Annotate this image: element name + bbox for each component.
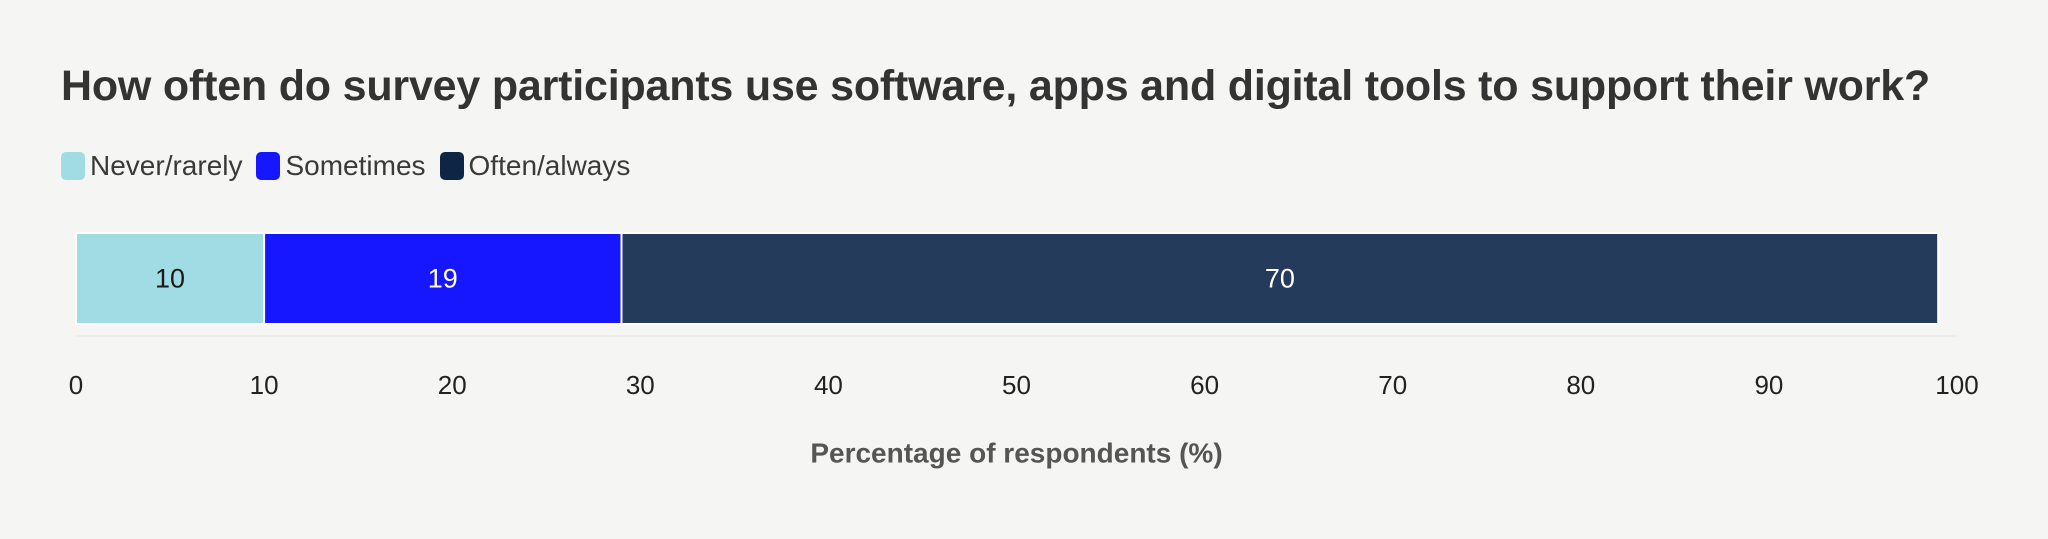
legend-item-never-rarely[interactable]: Never/rarely xyxy=(61,150,242,182)
legend-swatch-sometimes xyxy=(256,152,281,180)
x-axis-title: Percentage of respondents (%) xyxy=(810,438,1222,469)
x-tick-label: 60 xyxy=(1190,370,1219,400)
bar-segment-never-rarely[interactable] xyxy=(75,232,266,325)
bar-segment-often-always[interactable] xyxy=(620,232,1940,325)
legend-swatch-often-always xyxy=(439,152,464,180)
chart-legend: Never/rarely Sometimes Often/always xyxy=(61,150,644,182)
x-tick-label: 100 xyxy=(1935,370,1978,400)
x-tick-label: 50 xyxy=(1002,370,1031,400)
legend-label-never-rarely: Never/rarely xyxy=(90,150,243,181)
bar-value-label: 70 xyxy=(1265,264,1295,294)
x-tick-label: 30 xyxy=(626,370,655,400)
chart-title: How often do survey participants use sof… xyxy=(61,62,1931,110)
x-tick-label: 0 xyxy=(69,370,83,400)
legend-label-often-always: Often/always xyxy=(468,150,631,181)
legend-label-sometimes: Sometimes xyxy=(285,150,426,181)
legend-item-often-always[interactable]: Often/always xyxy=(439,150,631,182)
x-tick-label: 40 xyxy=(814,370,843,400)
x-tick-label: 20 xyxy=(438,370,467,400)
x-tick-label: 10 xyxy=(250,370,279,400)
x-tick-label: 90 xyxy=(1754,370,1783,400)
x-tick-label: 80 xyxy=(1566,370,1595,400)
legend-swatch-never-rarely xyxy=(61,152,85,180)
bar-value-label: 10 xyxy=(155,264,185,294)
legend-item-sometimes[interactable]: Sometimes xyxy=(256,150,426,182)
bar-segment-sometimes[interactable] xyxy=(263,232,623,325)
bar-value-label: 19 xyxy=(428,264,458,294)
x-tick-label: 70 xyxy=(1378,370,1407,400)
